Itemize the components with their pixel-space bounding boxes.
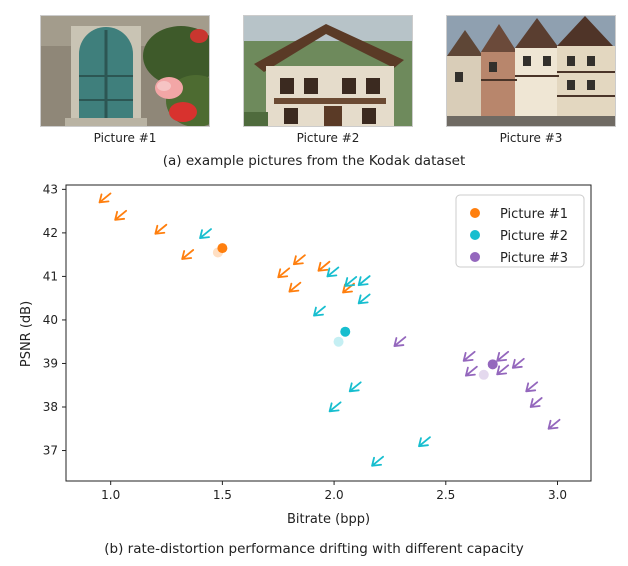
legend-label-picture-1: Picture #1 — [500, 207, 568, 222]
picture-1-caption: Picture #1 — [93, 131, 157, 145]
x-tick-label: 2.0 — [325, 488, 344, 502]
drift-arrow — [328, 401, 342, 413]
drift-arrow — [525, 381, 539, 393]
picture-2-image — [243, 15, 413, 127]
x-axis-label: Bitrate (bpp) — [287, 512, 370, 527]
y-tick-label: 40 — [43, 313, 58, 327]
drift-arrow — [199, 228, 212, 240]
drift-arrow — [462, 350, 476, 362]
data-point — [340, 326, 351, 337]
legend: Picture #1 Picture #2 Picture #3 — [455, 194, 585, 268]
drift-arrow — [496, 350, 510, 362]
y-tick-label: 39 — [43, 356, 58, 370]
bottom-caption: (b) rate-distortion performance drifting… — [104, 541, 524, 557]
y-tick-label: 41 — [43, 269, 58, 283]
drift-arrow — [114, 209, 128, 221]
y-tick-label: 37 — [43, 444, 58, 458]
drift-arrow — [154, 223, 168, 235]
drift-arrow — [529, 397, 543, 408]
x-tick-label: 3.0 — [548, 488, 567, 502]
faded-point — [333, 336, 344, 347]
data-layer — [98, 192, 561, 467]
drift-arrow — [317, 260, 331, 272]
drift-arrow — [547, 418, 561, 430]
drift-arrow — [418, 436, 431, 448]
drift-arrow — [344, 276, 358, 287]
rate-distortion-chart: 1.0 1.5 2.0 2.5 3.0 37 38 39 40 41 42 43 Bitrate (b… — [19, 182, 592, 527]
drift-arrow — [371, 455, 384, 467]
x-tick-label: 2.5 — [436, 488, 455, 502]
drift-arrow — [393, 336, 407, 347]
legend-label-picture-2: Picture #2 — [500, 229, 568, 244]
picture-1-image — [40, 15, 210, 127]
drift-arrow — [464, 365, 478, 377]
data-point — [217, 243, 228, 254]
legend-label-picture-3: Picture #3 — [500, 251, 568, 266]
picture-3-caption: Picture #3 — [499, 131, 563, 145]
y-tick-label: 38 — [43, 400, 58, 414]
drift-arrow — [496, 364, 510, 376]
drift-arrow — [511, 357, 525, 369]
drift-arrow — [288, 281, 302, 293]
ticks-layer: 1.0 1.5 2.0 2.5 3.0 37 38 39 40 41 42 43 — [43, 182, 567, 502]
drift-arrow — [98, 192, 112, 204]
legend-box — [455, 194, 585, 268]
drift-arrow — [357, 275, 371, 287]
y-axis-label: PSNR (dB) — [19, 301, 34, 367]
drift-arrow — [292, 254, 306, 266]
legend-marker-picture-3 — [470, 252, 480, 262]
picture-3-image — [446, 15, 616, 127]
drift-arrow — [326, 266, 340, 278]
drift-arrow — [357, 293, 371, 305]
y-tick-label: 43 — [43, 182, 58, 196]
drift-arrow — [313, 305, 326, 317]
plot-frame — [65, 184, 592, 482]
drift-arrow — [277, 267, 291, 279]
legend-marker-picture-1 — [470, 208, 480, 218]
faded-point — [478, 369, 489, 380]
y-tick-label: 42 — [43, 226, 58, 240]
top-caption: (a) example pictures from the Kodak data… — [162, 153, 466, 169]
drift-arrow — [348, 381, 362, 393]
x-tick-label: 1.0 — [101, 488, 120, 502]
drift-arrow — [181, 249, 195, 260]
picture-2-caption: Picture #2 — [296, 131, 360, 145]
x-tick-label: 1.5 — [213, 488, 232, 502]
data-point — [487, 359, 498, 370]
legend-marker-picture-2 — [470, 230, 480, 240]
